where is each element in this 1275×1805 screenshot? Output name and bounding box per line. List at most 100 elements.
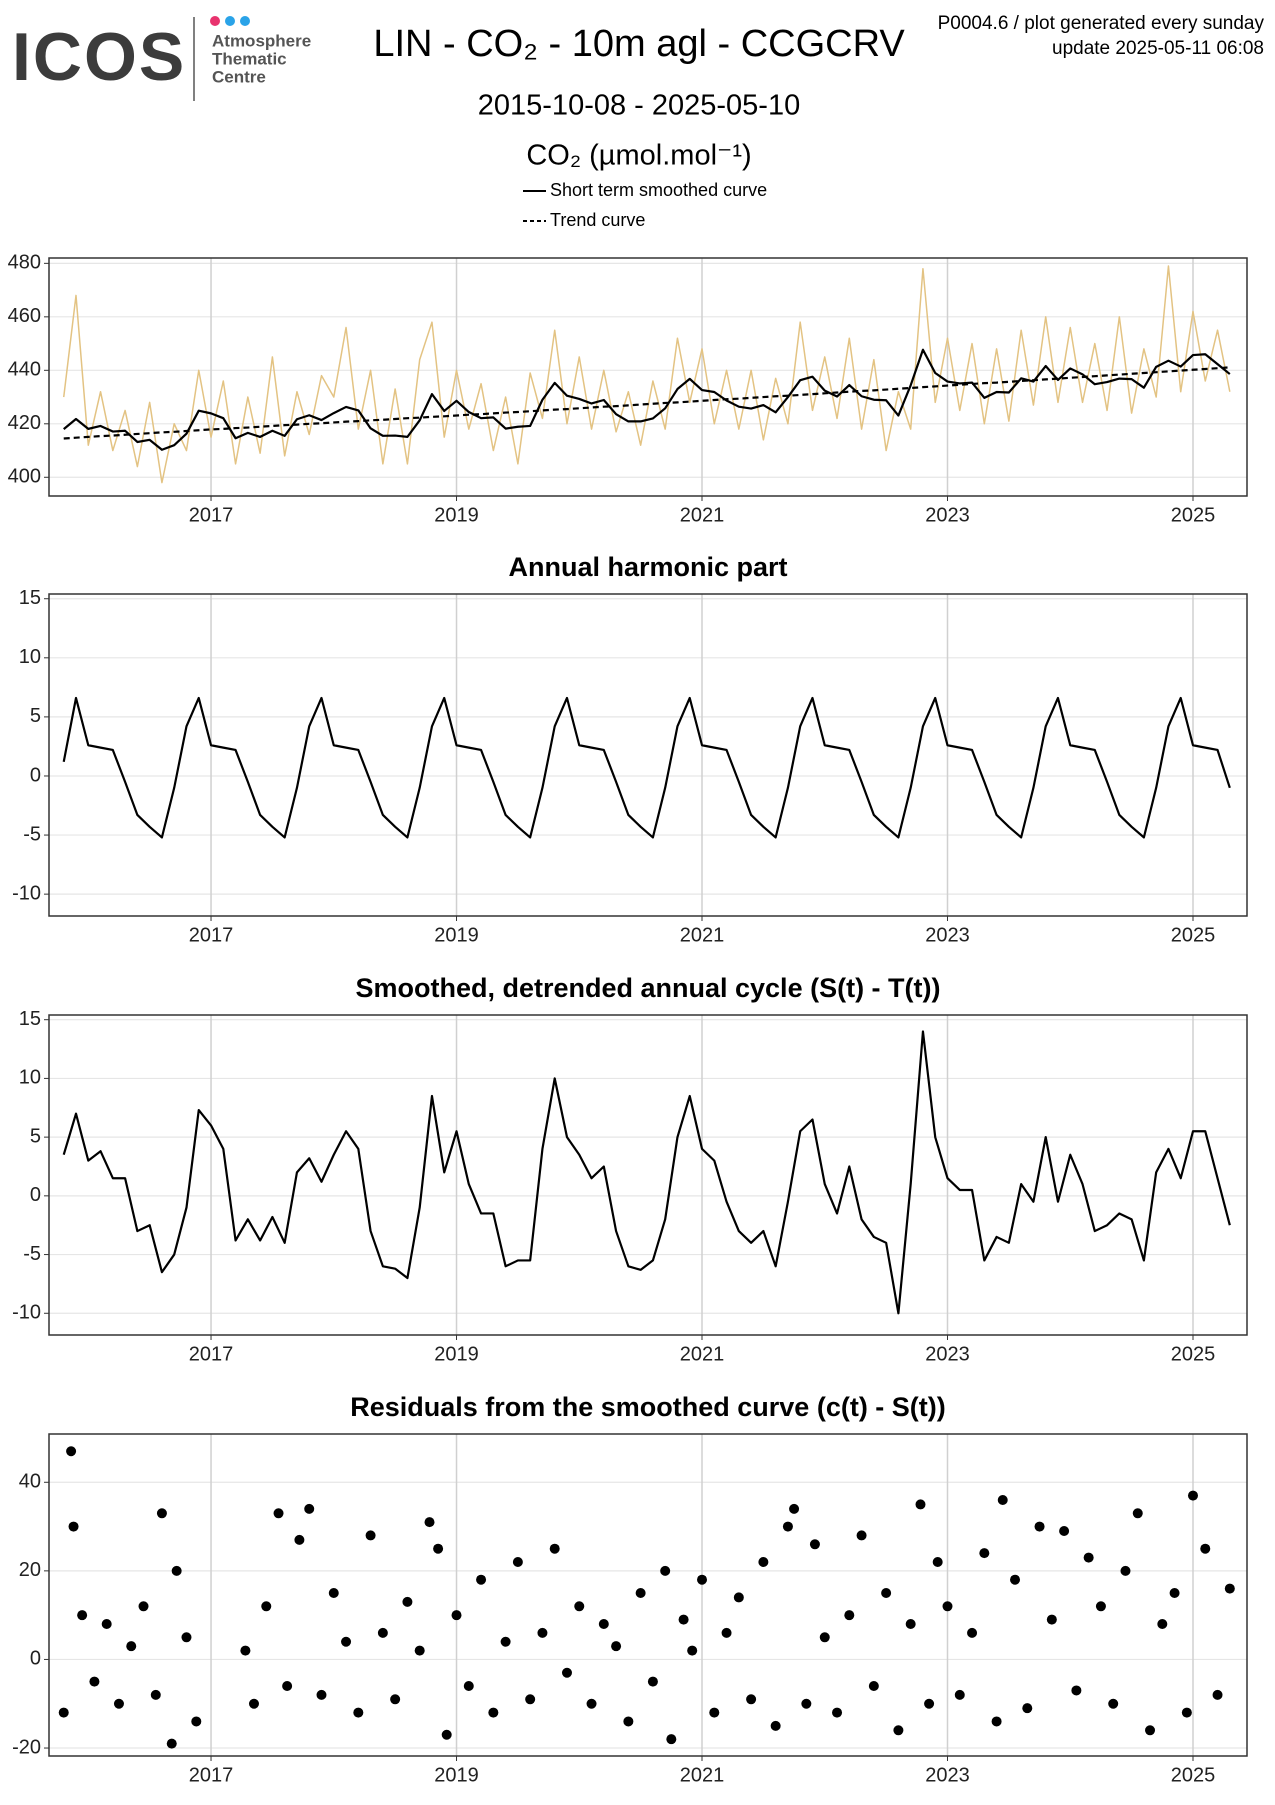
x-tick-label: 2025: [1171, 924, 1216, 946]
page-title: LIN - CO₂ - 10m agl - CCGCRV: [373, 23, 905, 65]
residual-point: [304, 1503, 315, 1514]
residual-point: [746, 1694, 757, 1705]
y-tick-label: -5: [23, 1243, 41, 1265]
residual-point: [1200, 1543, 1211, 1554]
residual-point: [954, 1689, 965, 1700]
y-tick-label: 480: [8, 252, 41, 274]
residual-point: [126, 1641, 137, 1652]
residual-point: [441, 1729, 452, 1740]
residual-point: [1083, 1552, 1094, 1563]
series-line: [62, 1030, 1231, 1315]
x-tick-label: 2017: [189, 1343, 234, 1365]
residual-point: [856, 1530, 867, 1541]
residual-point: [476, 1574, 487, 1585]
residual-point: [844, 1610, 855, 1621]
legend-label: Trend curve: [550, 210, 645, 230]
residual-point: [1071, 1685, 1082, 1696]
residual-point: [1169, 1588, 1180, 1599]
residual-point: [89, 1676, 100, 1687]
residual-point: [240, 1645, 251, 1656]
series-line: [62, 265, 1231, 484]
logo-text: ICOS: [12, 19, 186, 95]
residual-point: [893, 1725, 904, 1736]
residual-point: [611, 1641, 622, 1652]
residual-point: [512, 1557, 523, 1568]
x-tick-label: 2025: [1171, 504, 1216, 526]
y-tick-label: 10: [19, 1067, 41, 1089]
residual-point: [261, 1601, 272, 1612]
residual-point: [905, 1619, 916, 1630]
residual-point: [549, 1543, 560, 1554]
residual-point: [525, 1694, 536, 1705]
residual-point: [156, 1508, 167, 1519]
y-tick-label: 420: [8, 412, 41, 434]
residual-point: [881, 1588, 892, 1599]
x-tick-label: 2025: [1171, 1343, 1216, 1365]
x-tick-label: 2017: [189, 504, 234, 526]
x-tick-label: 2017: [189, 924, 234, 946]
y-tick-label: 0: [30, 764, 41, 786]
logo-dot: [240, 16, 250, 26]
chart-title: Annual harmonic part: [508, 552, 787, 582]
residual-point: [58, 1707, 69, 1718]
residual-point: [171, 1565, 182, 1576]
panel-border: [48, 1014, 1248, 1336]
residual-point: [433, 1543, 444, 1554]
residual-point: [991, 1716, 1002, 1727]
residual-point: [353, 1707, 364, 1718]
y-tick-label: 40: [19, 1471, 41, 1493]
y-tick-label: 15: [19, 1008, 41, 1030]
residual-point: [1120, 1565, 1131, 1576]
residual-point: [721, 1627, 732, 1638]
residual-point: [273, 1508, 284, 1519]
residual-point: [390, 1694, 401, 1705]
residual-point: [1132, 1508, 1143, 1519]
residual-point: [1187, 1490, 1198, 1501]
residual-point: [635, 1588, 646, 1599]
residual-point: [1108, 1698, 1119, 1709]
residual-point: [500, 1636, 511, 1647]
residual-point: [789, 1503, 800, 1514]
logo: ICOS Atmosphere Thematic Centre: [12, 16, 311, 101]
x-tick-label: 2019: [434, 924, 479, 946]
residual-point: [463, 1681, 474, 1692]
panel-border: [48, 257, 1248, 497]
residual-point: [586, 1698, 597, 1709]
x-tick-label: 2023: [925, 924, 970, 946]
residual-point: [1212, 1689, 1223, 1700]
y-tick-label: -10: [12, 1302, 41, 1324]
residual-point: [166, 1738, 177, 1749]
y-tick-label: -5: [23, 823, 41, 845]
y-tick-label: 0: [30, 1648, 41, 1670]
series-line: [63, 366, 1230, 440]
residual-point: [924, 1698, 935, 1709]
logo-line: Centre: [212, 67, 266, 86]
residual-point: [819, 1632, 830, 1643]
residual-point: [623, 1716, 634, 1727]
legend-label: Short term smoothed curve: [550, 180, 767, 200]
y-tick-label: 400: [8, 466, 41, 488]
y-tick-label: 440: [8, 359, 41, 381]
logo-line: Atmosphere: [212, 31, 311, 50]
logo-dot: [225, 16, 235, 26]
residual-point: [832, 1707, 843, 1718]
residual-point: [66, 1446, 77, 1457]
residual-point: [967, 1627, 978, 1638]
logo-dot: [210, 16, 220, 26]
residual-point: [113, 1698, 124, 1709]
residual-point: [316, 1689, 327, 1700]
residual-point: [68, 1521, 79, 1532]
panel-border: [48, 1433, 1248, 1757]
x-tick-label: 2023: [925, 1343, 970, 1365]
residual-point: [341, 1636, 352, 1647]
x-tick-label: 2019: [434, 504, 479, 526]
chart-title: Smoothed, detrended annual cycle (S(t) -…: [355, 973, 940, 1003]
residual-point: [377, 1627, 388, 1638]
legend-title: CO₂ (µmol.mol⁻¹): [526, 140, 751, 172]
x-tick-label: 2021: [680, 504, 725, 526]
residual-point: [191, 1716, 202, 1727]
residual-point: [138, 1601, 149, 1612]
residual-point: [758, 1557, 769, 1568]
chart-title: Residuals from the smoothed curve (c(t) …: [350, 1392, 946, 1422]
residual-point: [1224, 1583, 1235, 1594]
